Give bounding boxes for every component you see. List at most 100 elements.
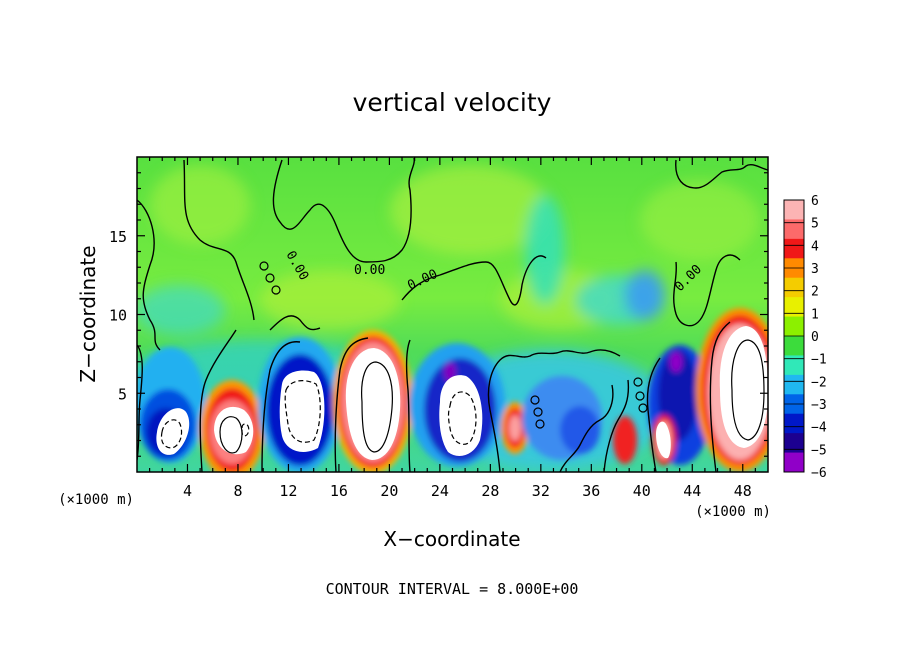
colorbar-tick-label: 1 <box>811 307 819 322</box>
downdraft-core <box>439 375 483 456</box>
small-contour <box>265 273 275 283</box>
small-contours <box>259 261 648 429</box>
x-axis-label: X−coordinate <box>383 527 520 551</box>
colorbar-tick-label: −2 <box>811 375 827 390</box>
core-contour-dashed <box>160 419 183 449</box>
weak-downdraft-patch <box>525 195 565 305</box>
zero-contour <box>137 344 143 461</box>
weak-updraft-patch <box>150 165 250 245</box>
contour-interval-text: CONTOUR INTERVAL = 8.000E+00 <box>326 580 579 598</box>
colorbar-segment <box>784 413 804 434</box>
plot-area: 0.00 0.00 0.00 0.00 <box>137 157 768 472</box>
colorbar-tick-label: 0 <box>811 330 819 345</box>
colorbar-tick-label: 2 <box>811 285 819 300</box>
colorbar-tick-label: 5 <box>811 217 819 232</box>
colorbar-segment <box>784 355 804 376</box>
weak-downdraft-patch <box>625 270 665 320</box>
zero-contour <box>559 384 614 472</box>
small-contour <box>638 403 648 413</box>
x-tick-label: 20 <box>380 482 398 500</box>
zero-contour <box>199 329 237 472</box>
zero-contour <box>137 199 161 351</box>
downdraft-cell <box>560 406 600 454</box>
x-unit-left: (×1000 m) <box>58 492 134 508</box>
x-tick-label: 36 <box>582 482 600 500</box>
downdraft-core <box>156 408 190 455</box>
zero-contour <box>673 254 741 327</box>
y-axis-label: Z−coordinate <box>76 245 100 382</box>
colorbar-segment <box>784 452 804 473</box>
zero-contour <box>405 339 411 472</box>
colorbar-segment <box>784 277 804 298</box>
x-tick-label: 8 <box>233 482 242 500</box>
updraft-cell <box>613 416 637 464</box>
colorbar-tick-label: −4 <box>811 421 827 436</box>
zero-contour <box>646 357 661 472</box>
y-tick-label: 5 <box>118 385 127 403</box>
colorbar-segment <box>784 336 804 356</box>
small-contour <box>271 285 281 295</box>
core-contour-solid <box>731 339 765 441</box>
colorbar-segment <box>784 219 804 240</box>
updraft-core <box>719 326 768 448</box>
colorbar-tick-label: 3 <box>811 262 819 277</box>
x-tick-label: 16 <box>330 482 348 500</box>
y-tick-label: 10 <box>109 307 127 325</box>
core-contour-dashed <box>241 423 250 437</box>
colorbar-tick-label: −5 <box>811 443 827 458</box>
colorbar-tick-label: −3 <box>811 398 827 413</box>
x-tick-label: 24 <box>431 482 449 500</box>
colorbar-segment <box>784 374 804 395</box>
weak-updraft-patch <box>260 270 400 330</box>
colorbar-tick-label: 4 <box>811 239 819 254</box>
x-tick-label: 40 <box>633 482 651 500</box>
x-tick-label: 48 <box>734 482 752 500</box>
x-unit-right: (×1000 m) <box>695 504 771 520</box>
zero-contour <box>603 379 630 472</box>
small-contour <box>633 377 643 387</box>
small-contour <box>635 391 645 401</box>
colorbar-tick-label: −6 <box>811 466 827 481</box>
zero-contour <box>272 157 415 263</box>
x-tick-label: 4 <box>183 482 192 500</box>
weak-updraft-patch <box>640 180 760 260</box>
updraft-core <box>214 406 254 455</box>
zero-contour <box>334 337 369 472</box>
colorbar-segment <box>784 200 804 220</box>
x-axis-ticks: 4 8 12 16 20 24 28 32 36 40 44 48 <box>149 157 756 500</box>
x-tick-label: 12 <box>279 482 297 500</box>
x-tick-label: 28 <box>481 482 499 500</box>
core-contours <box>160 339 765 454</box>
zero-contour <box>675 159 768 189</box>
small-contour <box>535 419 545 429</box>
colorbar-tick-label: −1 <box>811 353 827 368</box>
zero-contour <box>183 159 255 321</box>
core-contour-dashed <box>447 391 477 445</box>
y-tick-label: 15 <box>109 228 127 246</box>
updraft-core <box>656 421 671 459</box>
chart-title: vertical velocity <box>353 88 552 117</box>
weak-updraft-patch <box>390 165 550 255</box>
core-contour-dashed <box>284 380 321 443</box>
contour-label: 0.00 <box>354 263 385 278</box>
downdraft-cell <box>670 352 682 372</box>
core-contour-solid <box>361 361 393 453</box>
colorbar-tick-label: 6 <box>811 194 819 209</box>
updraft-cell <box>509 415 521 441</box>
small-contour <box>530 395 540 405</box>
small-contour <box>259 261 269 271</box>
zero-contour <box>487 349 621 472</box>
downdraft-core <box>279 370 325 452</box>
updraft-core <box>345 348 401 460</box>
zero-contour <box>261 341 301 472</box>
colorbar-segment <box>784 297 804 318</box>
colorbar-segment <box>784 433 804 454</box>
zero-contour <box>709 321 731 472</box>
colorbar-segment <box>784 238 804 259</box>
weak-downdraft-patch <box>137 285 225 335</box>
colorbar-segment <box>784 316 804 337</box>
zero-contour <box>269 315 321 331</box>
colorbar: 6 5 4 3 2 1 0 −1 −2 −3 −4 −5 −6 <box>783 194 827 481</box>
saturated-cores <box>156 326 768 460</box>
